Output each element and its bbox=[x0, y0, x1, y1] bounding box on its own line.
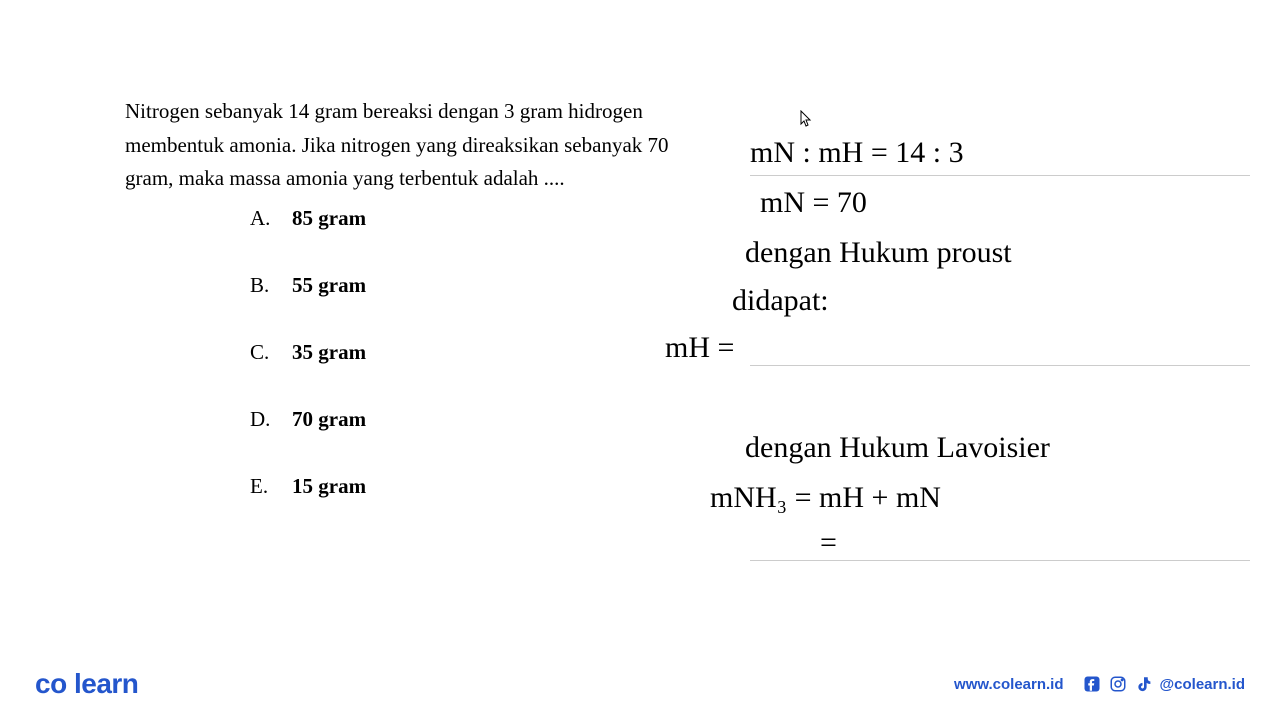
handwriting-line: dengan Hukum Lavoisier bbox=[745, 425, 1050, 470]
handwriting-line: mN = 70 bbox=[760, 180, 867, 225]
option-e[interactable]: E. 15 gram bbox=[250, 474, 675, 499]
option-text: 55 gram bbox=[292, 273, 366, 298]
tiktok-icon[interactable] bbox=[1134, 674, 1154, 694]
footer: co learn www.colearn.id bbox=[0, 668, 1280, 700]
instagram-icon[interactable] bbox=[1108, 674, 1128, 694]
footer-right: www.colearn.id @colearn.id bbox=[954, 674, 1245, 694]
logo-learn: learn bbox=[74, 668, 138, 699]
handwriting-line: mN : mH = 14 : 3 bbox=[750, 130, 964, 175]
facebook-icon[interactable] bbox=[1082, 674, 1102, 694]
option-letter: E. bbox=[250, 474, 274, 499]
logo[interactable]: co learn bbox=[35, 668, 138, 700]
option-letter: D. bbox=[250, 407, 274, 432]
option-letter: C. bbox=[250, 340, 274, 365]
handwriting-line: mH = bbox=[665, 325, 734, 370]
option-text: 15 gram bbox=[292, 474, 366, 499]
hw-rule bbox=[750, 175, 1250, 176]
option-letter: A. bbox=[250, 206, 274, 231]
option-text: 35 gram bbox=[292, 340, 366, 365]
website-url[interactable]: www.colearn.id bbox=[954, 676, 1063, 693]
option-text: 70 gram bbox=[292, 407, 366, 432]
question-text: Nitrogen sebanyak 14 gram bereaksi denga… bbox=[125, 95, 675, 196]
option-letter: B. bbox=[250, 273, 274, 298]
handwriting-line: mNH₃ = mH + mN bbox=[710, 475, 941, 520]
question-area: Nitrogen sebanyak 14 gram bereaksi denga… bbox=[125, 95, 675, 541]
handwriting-line: didapat: bbox=[732, 278, 829, 323]
option-a[interactable]: A. 85 gram bbox=[250, 206, 675, 231]
option-b[interactable]: B. 55 gram bbox=[250, 273, 675, 298]
handwriting-line: = bbox=[820, 520, 837, 565]
logo-co: co bbox=[35, 668, 67, 699]
option-d[interactable]: D. 70 gram bbox=[250, 407, 675, 432]
option-text: 85 gram bbox=[292, 206, 366, 231]
option-c[interactable]: C. 35 gram bbox=[250, 340, 675, 365]
handwriting-line: dengan Hukum proust bbox=[745, 230, 1012, 275]
hw-rule bbox=[750, 365, 1250, 366]
social-icons: @colearn.id bbox=[1082, 674, 1245, 694]
social-handle[interactable]: @colearn.id bbox=[1160, 676, 1245, 693]
options-list: A. 85 gram B. 55 gram C. 35 gram D. 70 g… bbox=[250, 206, 675, 499]
